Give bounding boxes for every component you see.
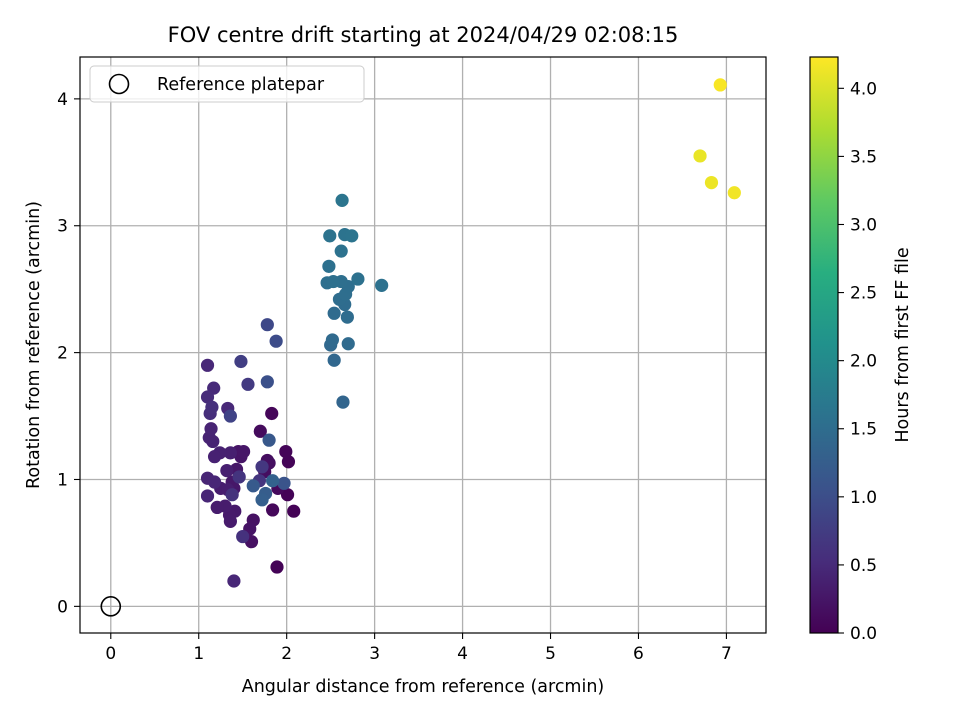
data-point xyxy=(266,474,280,488)
data-point xyxy=(223,446,237,460)
x-axis-label: Angular distance from reference (arcmin) xyxy=(242,677,605,697)
data-point xyxy=(236,444,251,459)
data-point xyxy=(280,488,295,502)
data-point xyxy=(200,489,215,503)
colorbar-ticks: 0.0 0.5 1.0 1.5 2.0 2.5 3.0 3.5 4.0 xyxy=(838,79,877,644)
y-axis-label: Rotation from reference (arcmin) xyxy=(24,201,44,489)
x-tick-label: 3 xyxy=(369,644,380,664)
y-tick-label: 3 xyxy=(57,217,68,237)
data-point xyxy=(341,337,355,351)
data-point xyxy=(727,186,741,200)
data-point xyxy=(210,500,224,514)
colorbar-tick-label: 0.5 xyxy=(850,556,877,576)
y-tick-label: 1 xyxy=(57,470,68,490)
data-point xyxy=(255,493,269,507)
data-point xyxy=(351,272,365,286)
data-point xyxy=(260,318,274,332)
colorbar-tick-label: 1.0 xyxy=(850,488,877,508)
data-point xyxy=(266,503,280,517)
data-point xyxy=(227,574,241,588)
data-point xyxy=(327,306,341,320)
data-point xyxy=(345,229,359,243)
data-point xyxy=(713,78,727,92)
legend-box xyxy=(89,65,365,103)
data-point xyxy=(704,176,719,190)
data-point xyxy=(340,310,354,324)
data-point xyxy=(220,464,234,478)
data-point xyxy=(234,354,248,369)
x-tick-label: 2 xyxy=(281,644,292,664)
colorbar-tick-label: 3.5 xyxy=(850,147,877,167)
data-point xyxy=(693,149,707,163)
y-tick-label: 4 xyxy=(57,90,68,110)
data-point xyxy=(334,244,348,258)
data-point xyxy=(322,259,336,273)
data-points xyxy=(200,78,741,588)
x-tick-label: 6 xyxy=(633,644,644,664)
legend: Reference platepar xyxy=(89,65,365,103)
data-point xyxy=(241,377,255,391)
y-tick-label: 2 xyxy=(57,344,68,364)
colorbar-tick-label: 0.0 xyxy=(850,624,877,644)
data-point xyxy=(269,334,283,348)
data-point xyxy=(287,504,301,518)
data-point xyxy=(255,460,269,474)
colorbar-tick-label: 3.0 xyxy=(850,215,877,235)
data-point xyxy=(253,424,267,438)
data-point xyxy=(375,278,389,292)
plot-frame xyxy=(79,56,767,634)
x-tick-label: 0 xyxy=(105,644,116,664)
data-point xyxy=(223,409,237,423)
data-point xyxy=(207,475,222,489)
data-point xyxy=(246,479,260,493)
legend-label-reference: Reference platepar xyxy=(157,75,325,95)
data-point xyxy=(204,422,218,436)
data-point xyxy=(232,470,246,484)
data-point xyxy=(323,229,337,243)
colorbar-tick-label: 1.5 xyxy=(850,420,877,440)
x-tick-label: 7 xyxy=(721,644,732,664)
data-point xyxy=(200,358,215,372)
data-point xyxy=(335,193,349,207)
data-point xyxy=(279,444,293,459)
data-point xyxy=(225,488,239,502)
data-point xyxy=(326,274,340,289)
colorbar: 0.0 0.5 1.0 1.5 2.0 2.5 3.0 3.5 4.0 Hours from f… xyxy=(809,56,913,644)
y-tick-label: 0 xyxy=(57,597,68,617)
legend-marker-reference xyxy=(108,73,130,95)
colorbar-tick-label: 2.0 xyxy=(850,352,877,372)
data-point xyxy=(281,455,296,469)
data-point xyxy=(336,395,350,409)
colorbar-gradient xyxy=(809,56,839,634)
data-point xyxy=(223,514,237,528)
data-point xyxy=(205,400,219,414)
data-point xyxy=(207,450,222,464)
data-point xyxy=(236,529,250,544)
x-tick-label: 1 xyxy=(193,644,204,664)
data-point xyxy=(327,353,341,367)
colorbar-tick-label: 2.5 xyxy=(850,284,877,304)
chart-title: FOV centre drift starting at 2024/04/29 … xyxy=(168,23,679,47)
reference-marker xyxy=(100,596,122,617)
data-point xyxy=(260,375,274,389)
x-tick-label: 5 xyxy=(545,644,556,664)
colorbar-tick-label: 4.0 xyxy=(850,79,877,99)
grid xyxy=(80,57,766,633)
data-point xyxy=(277,476,291,490)
x-tick-label: 4 xyxy=(457,644,468,664)
colorbar-label: Hours from first FF file xyxy=(893,247,913,442)
data-point xyxy=(262,433,276,447)
data-point xyxy=(265,406,279,421)
y-axis-ticks: 0 1 2 3 4 xyxy=(57,90,80,617)
x-axis-ticks: 0 1 2 3 4 5 6 7 xyxy=(105,633,732,664)
data-point xyxy=(200,390,215,404)
data-point xyxy=(325,333,340,347)
data-point xyxy=(270,560,284,574)
